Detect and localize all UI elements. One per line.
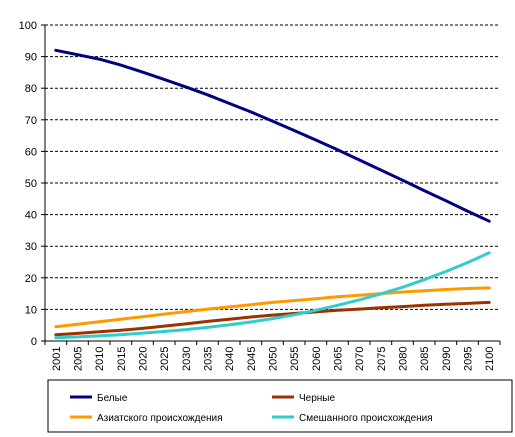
x-tick-label: 2035 — [203, 347, 215, 371]
x-tick-label: 2065 — [333, 347, 345, 371]
x-tick-label: 2045 — [246, 347, 258, 371]
y-tick-label: 50 — [25, 178, 37, 190]
x-tick-label: 2075 — [376, 347, 388, 371]
x-tick-label: 2060 — [311, 347, 323, 371]
y-tick-label: 70 — [25, 115, 37, 127]
legend-label: Азиатского происхождения — [97, 413, 223, 424]
x-tick-label: 2100 — [484, 347, 496, 371]
x-tick-label: 2090 — [441, 347, 453, 371]
series-line-2 — [54, 286, 491, 329]
x-tick-label: 2005 — [73, 347, 85, 371]
y-tick-label: 80 — [25, 83, 37, 95]
y-tick-label: 30 — [25, 241, 37, 253]
x-tick-label: 2085 — [419, 347, 431, 371]
x-tick-label: 2055 — [289, 347, 301, 371]
x-tick-label: 2020 — [138, 347, 150, 371]
y-axis-tick-labels: 0 10 20 30 40 50 60 70 80 90 100 — [19, 20, 37, 348]
legend-box — [47, 379, 513, 433]
x-tick-label: 2001 — [51, 347, 63, 371]
series-line-1 — [54, 300, 491, 337]
series-line-3 — [54, 251, 491, 340]
x-tick-label: 2095 — [463, 347, 475, 371]
series-lines — [54, 48, 491, 340]
y-tick-label: 40 — [25, 210, 37, 222]
x-tick-label: 2015 — [116, 347, 128, 371]
legend-label: Черные — [299, 393, 335, 404]
x-axis-tick-labels: 2001 2005 2010 2015 2020 2025 2030 2035 2040 2045… — [51, 347, 496, 371]
legend-label: Белые — [97, 393, 128, 404]
x-tick-label: 2080 — [398, 347, 410, 371]
y-tick-label: 60 — [25, 146, 37, 158]
legend: Белые Черные Азиатского происхождения Смеша… — [47, 379, 513, 433]
x-tick-label: 2030 — [181, 347, 193, 371]
gridlines — [41, 24, 500, 342]
x-tick-label: 2050 — [268, 347, 280, 371]
y-tick-label: 10 — [25, 304, 37, 316]
legend-label: Смешанного происхождения — [299, 413, 433, 424]
y-tick-label: 90 — [25, 52, 37, 64]
y-tick-label: 0 — [31, 336, 37, 348]
y-tick-label: 100 — [19, 20, 37, 32]
x-tick-label: 2070 — [354, 347, 366, 371]
x-tick-label: 2040 — [224, 347, 236, 371]
series-line-0 — [54, 48, 491, 223]
axes — [44, 25, 501, 345]
x-tick-label: 2010 — [94, 347, 106, 371]
x-tick-label: 2025 — [159, 347, 171, 371]
y-tick-label: 20 — [25, 273, 37, 285]
